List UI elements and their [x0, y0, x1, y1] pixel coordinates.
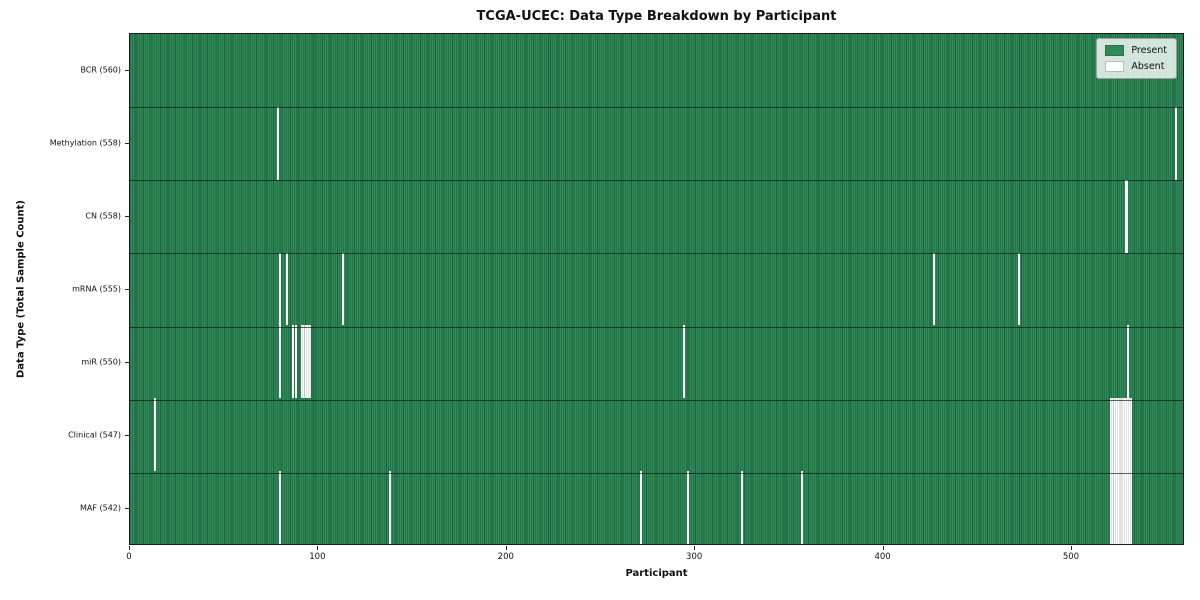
row-separator: [130, 399, 1183, 401]
heatmap-row-CN: [130, 179, 1183, 253]
legend-entry-absent: Absent: [1105, 61, 1167, 72]
absent-gap: [301, 325, 311, 399]
x-tick-label: 0: [126, 552, 132, 562]
x-tick-label: 500: [1062, 552, 1080, 562]
x-axis-ticks: 0 100 200 300 400 500: [126, 546, 1184, 566]
y-tick-label: Clinical (547): [68, 430, 121, 440]
heatmap-row-BCR: [130, 34, 1183, 107]
row-separator: [130, 107, 1183, 109]
x-tick-mark: [129, 546, 130, 550]
row-separator: [130, 180, 1183, 182]
x-tick-label: 100: [309, 552, 326, 562]
y-tick-label: mRNA (555): [72, 284, 121, 294]
absent-gap: [1017, 252, 1020, 326]
absent-gap: [291, 325, 294, 399]
y-tick-label: Methylation (558): [49, 138, 121, 148]
absent-swatch-icon: [1105, 61, 1125, 72]
row-separator: [130, 326, 1183, 328]
heatmap-row-mRNA: [130, 252, 1183, 326]
y-tick-mark: [125, 69, 129, 71]
absent-gap: [1175, 106, 1178, 180]
y-tick-mark: [125, 508, 129, 510]
chart-title: TCGA-UCEC: Data Type Breakdown by Partic…: [476, 9, 837, 24]
absent-gap: [1109, 471, 1133, 544]
absent-gap: [801, 471, 804, 544]
absent-gap: [389, 471, 392, 544]
y-tick-label: BCR (560): [80, 65, 121, 75]
absent-gap: [639, 471, 642, 544]
heatmap-plot-area: [129, 33, 1184, 545]
absent-gap: [741, 471, 744, 544]
x-tick-mark: [505, 546, 507, 550]
absent-gap: [932, 252, 935, 326]
absent-gap: [1124, 179, 1129, 253]
legend-entry-present: Present: [1105, 45, 1167, 56]
x-tick-label: 400: [874, 552, 891, 562]
y-tick-mark: [125, 142, 129, 144]
present-swatch-icon: [1105, 45, 1125, 56]
absent-gap: [154, 398, 157, 472]
x-tick-mark: [317, 546, 319, 550]
absent-gap: [276, 106, 279, 180]
y-axis-ticks: BCR (560) Methylation (558) CN (558) mRNA (…: [0, 33, 129, 545]
heatmap-row-Clinical: [130, 398, 1183, 472]
absent-gap: [278, 252, 281, 326]
heatmap-row-MAF: [130, 471, 1183, 544]
x-tick-mark: [1070, 546, 1072, 550]
x-tick-mark: [694, 546, 696, 550]
y-tick-mark: [125, 435, 129, 437]
y-tick-label: CN (558): [85, 211, 121, 221]
x-tick-label: 200: [497, 552, 514, 562]
y-tick-mark: [125, 215, 129, 217]
y-tick-label: miR (550): [81, 357, 121, 367]
absent-gap: [1109, 398, 1133, 472]
heatmap-row-Methylation: [130, 106, 1183, 180]
x-tick-label: 300: [686, 552, 703, 562]
absent-gap: [295, 325, 298, 399]
absent-gap: [278, 325, 281, 399]
legend-label-present: Present: [1131, 45, 1167, 56]
x-axis-label: Participant: [625, 568, 688, 579]
y-tick-mark: [125, 289, 129, 290]
legend: Present Absent: [1096, 38, 1177, 79]
absent-gap: [342, 252, 345, 326]
legend-label-absent: Absent: [1131, 61, 1165, 72]
heatmap-row-miR: [130, 325, 1183, 399]
row-separator: [130, 472, 1183, 474]
absent-gap: [1126, 325, 1129, 399]
absent-gap: [686, 471, 689, 544]
absent-gap: [682, 325, 685, 399]
y-tick-label: MAF (542): [79, 503, 121, 513]
row-separator: [130, 253, 1183, 255]
y-tick-mark: [125, 362, 129, 364]
x-tick-mark: [882, 546, 884, 550]
absent-gap: [278, 471, 281, 544]
absent-gap: [286, 252, 289, 326]
